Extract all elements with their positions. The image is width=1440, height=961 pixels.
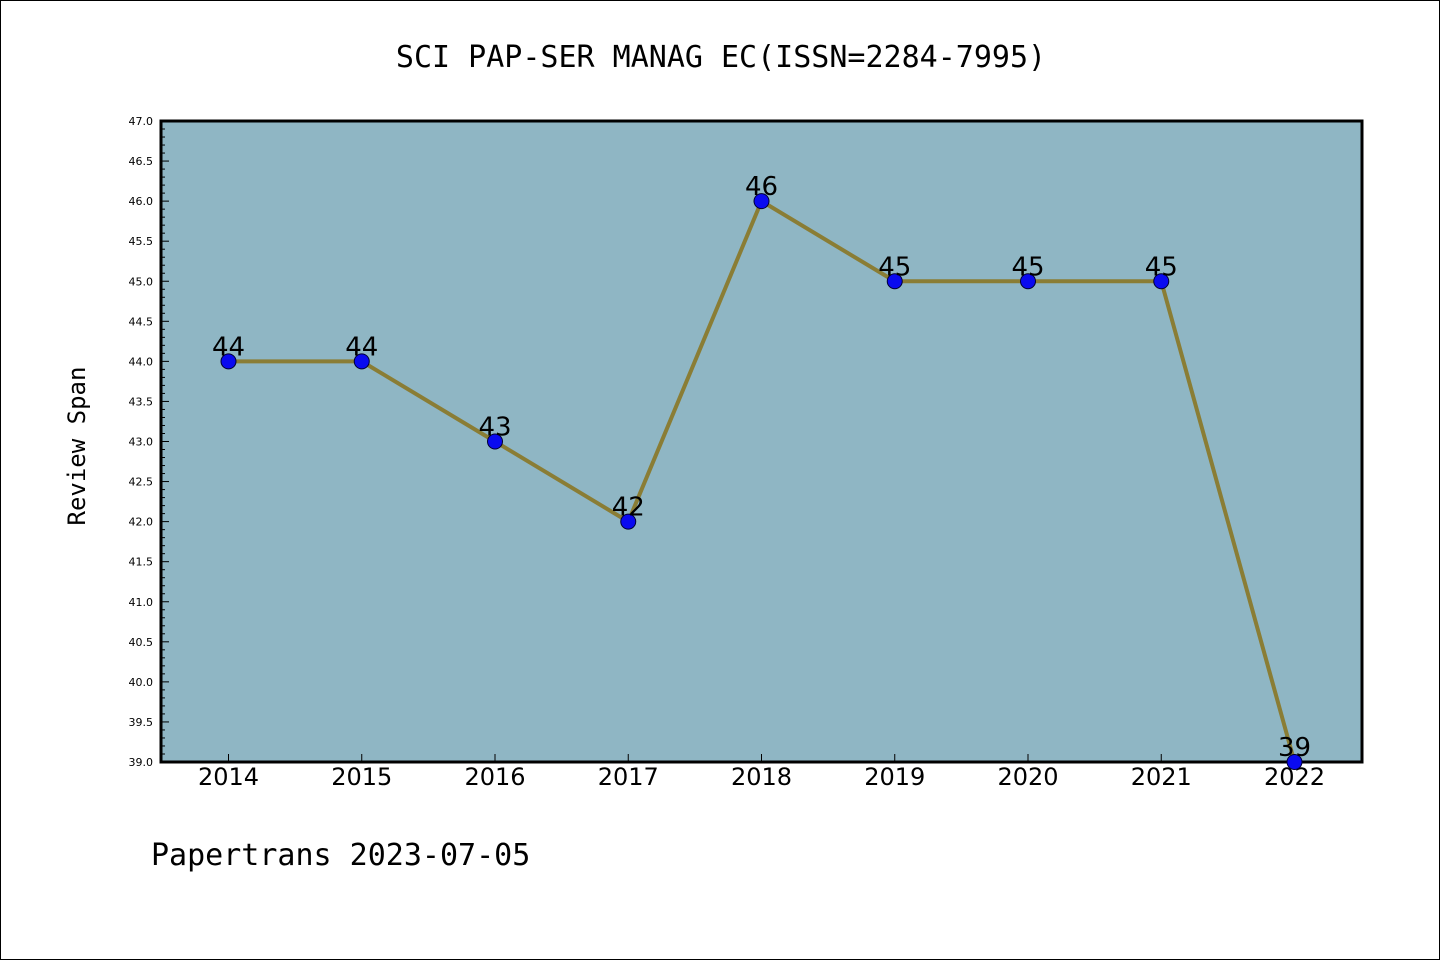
y-tick-label: 40.0 [129,676,154,689]
data-point [220,353,237,370]
x-tick-label: 2019 [864,763,925,791]
data-point [1020,273,1036,290]
x-tick-label: 2017 [598,763,659,791]
data-label: 44 [212,332,245,362]
data-point [886,273,903,290]
data-point [353,353,370,370]
y-tick-label: 44.0 [129,355,154,368]
y-tick-label: 46.5 [129,155,154,168]
data-point [1286,754,1303,770]
y-tick-label: 43.0 [129,436,154,449]
data-label: 45 [1011,252,1044,282]
data-label: 39 [1278,733,1311,763]
data-point [753,193,770,210]
data-label: 44 [345,332,378,362]
y-axis: 39.0 39.5 40.0 40.5 41.0 41.5 42.0 42.5 43.0 43.5… [129,115,169,769]
data-labels: 44 44 43 42 46 45 45 45 39 [212,172,1311,763]
data-label: 45 [878,252,911,282]
data-point [1153,273,1170,290]
plot-area [159,119,1364,764]
data-label: 43 [478,413,511,443]
x-tick-label: 2015 [331,763,392,791]
x-tick-label: 2016 [464,763,525,791]
x-tick-label: 2014 [198,763,259,791]
y-tick-label: 39.5 [129,716,154,729]
x-tick-label: 2018 [731,763,792,791]
y-tick-label: 41.5 [129,556,154,569]
y-tick-label: 41.0 [129,596,154,609]
y-tick-label: 42.5 [129,476,154,489]
data-point [620,513,637,530]
chart-title: SCI PAP-SER MANAG EC(ISSN=2284-7995) [396,40,1046,75]
y-tick-label: 44.5 [129,315,154,328]
x-tick-label: 2021 [1131,763,1192,791]
y-tick-label: 43.5 [129,395,154,408]
y-tick-label: 40.5 [129,636,154,649]
x-tick-label: 2020 [997,763,1058,791]
y-tick-label: 39.0 [129,756,154,769]
footer-label: Papertrans 2023-07-05 [151,838,530,873]
y-axis-label: Review Span [63,367,91,526]
y-tick-label: 46.0 [129,195,154,208]
data-label: 46 [745,172,778,202]
data-label: 42 [612,493,645,523]
y-tick-label: 45.5 [129,235,154,248]
y-tick-label: 47.0 [129,115,154,128]
data-points [220,193,1303,770]
data-label: 45 [1145,252,1178,282]
data-point [487,433,503,450]
y-tick-label: 42.0 [129,516,154,529]
y-tick-label: 45.0 [129,275,154,288]
